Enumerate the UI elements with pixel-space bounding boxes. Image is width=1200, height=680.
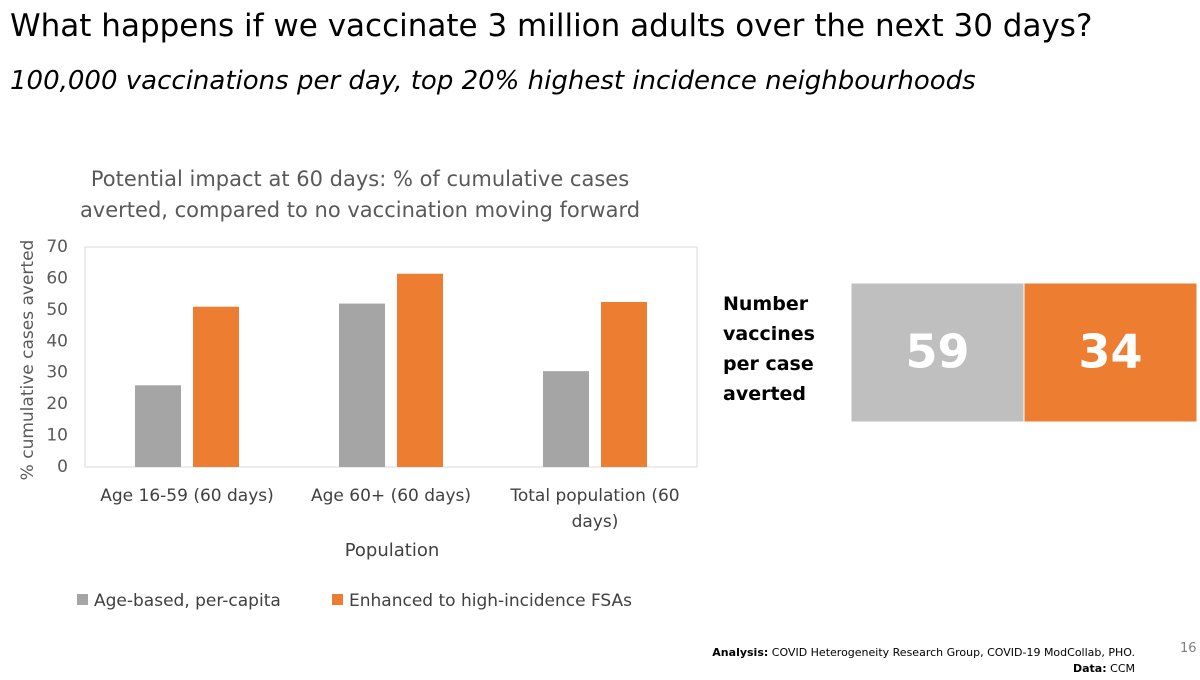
footer-data-label: Data: <box>1073 662 1107 675</box>
y-tick-label: 10 <box>46 426 68 446</box>
bar <box>193 306 239 467</box>
x-tick-label: Age 60+ (60 days) <box>311 486 471 506</box>
callout-value: 59 <box>905 325 969 379</box>
footer-analysis-text: COVID Heterogeneity Research Group, COVI… <box>771 646 1135 659</box>
legend-swatch <box>332 594 343 605</box>
bar <box>397 273 443 467</box>
callout-label: Number vaccines per case averted <box>723 293 815 405</box>
x-tick-label: Total population (60 days) <box>510 486 680 532</box>
y-tick-label: 20 <box>46 394 68 414</box>
y-tick-label: 50 <box>46 300 68 320</box>
legend-label: Age-based, per-capita <box>94 591 281 611</box>
chart-title: Potential impact at 60 days: % of cumula… <box>79 167 641 222</box>
bar <box>135 385 181 467</box>
footer-data-text: CCM <box>1110 662 1135 675</box>
legend-swatch <box>77 594 88 605</box>
page-number: 16 <box>1180 641 1197 656</box>
footer: Analysis: COVID Heterogeneity Research G… <box>712 645 1135 677</box>
bar <box>543 371 589 467</box>
callout-value: 34 <box>1078 325 1142 379</box>
plot-area <box>84 246 698 468</box>
y-tick-label: 0 <box>57 457 68 477</box>
y-axis-label: % cumulative cases averted <box>18 240 38 481</box>
bar <box>601 302 647 467</box>
x-axis-label: Population <box>344 540 440 561</box>
y-tick-label: 70 <box>46 237 68 257</box>
callout-box <box>850 282 1025 423</box>
callout-box <box>1023 282 1198 423</box>
bar <box>339 303 385 467</box>
y-tick-label: 30 <box>46 363 68 383</box>
slide-title: What happens if we vaccinate 3 million a… <box>10 8 1093 44</box>
x-tick-label: Age 16-59 (60 days) <box>100 486 274 506</box>
slide-subtitle: 100,000 vaccinations per day, top 20% hi… <box>10 66 976 96</box>
legend-label: Enhanced to high-incidence FSAs <box>349 591 632 611</box>
footer-analysis-label: Analysis: <box>712 646 769 659</box>
y-tick-label: 40 <box>46 331 68 351</box>
y-tick-label: 60 <box>46 268 68 288</box>
